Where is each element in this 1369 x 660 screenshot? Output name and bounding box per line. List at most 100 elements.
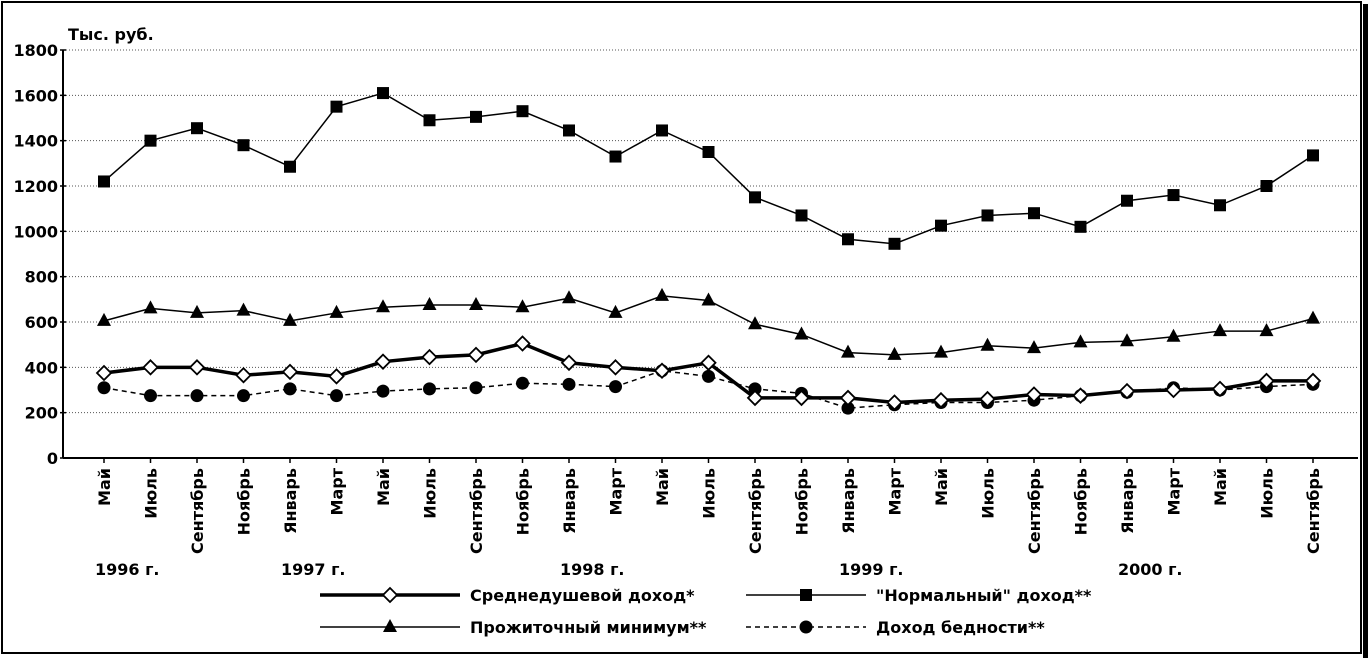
square-marker [237, 139, 250, 152]
circle-marker [702, 369, 715, 383]
diamond-marker [142, 359, 159, 376]
legend-entry: Среднедушевой доход* [320, 586, 695, 605]
x-tick-label: Январь [560, 468, 579, 534]
year-label: 1999 г. [839, 560, 904, 579]
x-tick-label: Январь [839, 468, 858, 534]
x-tick-label: Сентябрь [1304, 468, 1323, 554]
square-marker [144, 134, 157, 147]
triangle-marker [1306, 310, 1320, 324]
x-tick-label: Июль [421, 468, 440, 519]
triangle-marker [608, 304, 623, 318]
legend-entry: "Нормальный" доход** [746, 586, 1092, 605]
circle-marker [516, 376, 529, 390]
triangle-marker [97, 312, 111, 326]
x-tick-label: Январь [1118, 468, 1137, 534]
year-label: 2000 г. [1118, 560, 1183, 579]
diamond-marker [560, 354, 578, 372]
triangle-marker [794, 326, 809, 340]
x-tick-label: Сентябрь [746, 468, 765, 554]
square-marker [1074, 220, 1087, 233]
diamond-marker [1118, 382, 1136, 400]
circle-marker [423, 382, 436, 396]
square-marker [284, 160, 296, 173]
diamond-marker [653, 362, 671, 380]
square-marker [377, 87, 389, 100]
y-tick-label: 400 [25, 358, 58, 377]
x-tick-label: Май [653, 468, 672, 506]
legend-entry: Прожиточный минимум** [320, 618, 707, 637]
x-tick-label: Май [1211, 468, 1230, 506]
square-marker [749, 191, 761, 204]
square-marker [330, 100, 343, 113]
square-marker [656, 124, 668, 137]
circle-marker [283, 382, 297, 396]
square-marker [1028, 207, 1040, 220]
y-tick-label: 1400 [13, 132, 58, 151]
y-tick-label: 200 [25, 404, 58, 423]
triangle-marker [422, 297, 437, 310]
diamond-marker [1025, 386, 1043, 403]
square-marker [981, 209, 994, 222]
triangle-marker [376, 299, 390, 313]
y-tick-labels: 0 200 400 600 800 1000 1200 1400 1600 1800 [13, 41, 58, 468]
x-tick-label: Май [374, 468, 393, 506]
triangle-marker [283, 312, 297, 326]
circle-marker [799, 620, 813, 634]
plot-area [95, 87, 1322, 415]
square-marker [98, 175, 110, 188]
year-label: 1998 г. [560, 560, 625, 579]
year-labels: 1996 г. 1997 г. 1998 г. 1999 г. 2000 г. [95, 560, 1183, 579]
x-tick-label: Май [932, 468, 951, 506]
circle-marker [469, 381, 483, 395]
triangle-marker [934, 344, 948, 358]
square-marker [423, 114, 436, 127]
x-tick-label: Сентябрь [188, 468, 207, 554]
square-marker [1167, 189, 1180, 202]
diamond-marker [1165, 381, 1182, 399]
y-tick-label: 800 [25, 268, 58, 287]
square-marker [800, 589, 812, 601]
year-label: 1997 г. [281, 560, 346, 579]
diamond-marker [1211, 380, 1229, 398]
year-label: 1996 г. [95, 560, 160, 579]
x-tick-label: Ноябрь [1072, 468, 1091, 535]
square-marker [702, 146, 715, 158]
diamond-marker [281, 363, 299, 381]
series-square [98, 87, 1319, 250]
triangle-marker [1213, 323, 1227, 337]
diamond-marker [979, 390, 996, 408]
triangle-marker [1259, 323, 1274, 337]
circle-marker [144, 389, 157, 403]
square-marker [1121, 194, 1133, 207]
circle-marker [376, 384, 390, 398]
diamond-marker [95, 364, 113, 382]
diamond-marker [188, 359, 206, 376]
legend-entry: Доход бедности** [746, 618, 1045, 637]
diamond-marker [886, 394, 903, 411]
circle-marker [609, 380, 622, 394]
x-tick-label: Июль [1258, 468, 1277, 519]
square-marker [563, 124, 575, 137]
triangle-marker [655, 287, 669, 301]
circle-marker [97, 381, 111, 395]
x-tick-label: Июль [700, 468, 719, 519]
square-marker [1260, 180, 1273, 192]
triangle-marker [980, 337, 995, 351]
circle-marker [190, 389, 204, 403]
triangle-marker [236, 302, 251, 316]
square-marker [888, 237, 901, 250]
x-tick-label: Январь [281, 468, 300, 534]
diamond-marker [1304, 372, 1322, 390]
legend-label: "Нормальный" доход** [876, 586, 1092, 605]
y-tick-label: 1800 [13, 41, 58, 60]
diamond-marker [932, 391, 950, 409]
diamond-marker [421, 348, 438, 366]
square-marker [1307, 149, 1319, 162]
diamond-marker [607, 359, 624, 376]
y-tick-label: 0 [47, 449, 58, 468]
triangle-marker [1027, 340, 1041, 354]
diamond-marker [381, 586, 399, 604]
triangle-marker [1073, 334, 1088, 348]
x-tick-label: Март [328, 467, 347, 515]
